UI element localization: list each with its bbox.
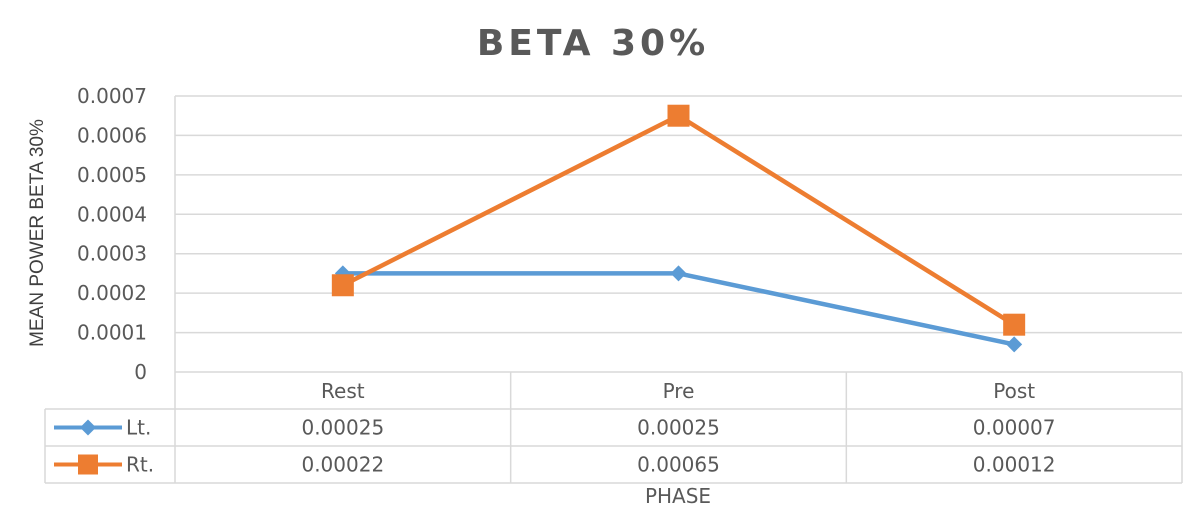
data-table-value: 0.00012 bbox=[973, 453, 1056, 477]
category-label: Rest bbox=[321, 379, 365, 403]
y-tick-label: 0.0007 bbox=[77, 84, 147, 108]
legend-key-marker bbox=[78, 454, 98, 475]
data-point bbox=[670, 265, 687, 282]
data-point bbox=[1003, 313, 1026, 336]
y-tick-label: 0.0005 bbox=[77, 163, 147, 187]
y-tick-label: 0.0002 bbox=[77, 281, 147, 305]
data-table-value: 0.00025 bbox=[637, 416, 720, 440]
data-table: Rest Pre Post Lt. 0.00025 0.00025 0.00007 Rt. 0.… bbox=[44, 371, 1183, 484]
data-table-value: 0.00065 bbox=[637, 453, 720, 477]
y-tick-label: 0.0006 bbox=[77, 123, 147, 147]
y-tick-label: 0 bbox=[134, 360, 147, 384]
data-table-value: 0.00007 bbox=[973, 416, 1056, 440]
data-point bbox=[331, 274, 354, 297]
series-line bbox=[342, 271, 1015, 347]
data-point bbox=[667, 104, 690, 127]
plot-series bbox=[331, 104, 1026, 353]
y-axis-label: MEAN POWER BETA 30% bbox=[27, 119, 48, 347]
chart-title: BETA 30% bbox=[477, 23, 709, 64]
legend-key-marker bbox=[80, 419, 96, 436]
data-table-value: 0.00022 bbox=[301, 453, 384, 477]
data-point bbox=[1006, 336, 1023, 353]
data-table-value: 0.00025 bbox=[301, 416, 384, 440]
x-axis-label: PHASE bbox=[645, 484, 711, 508]
y-tick-label: 0.0004 bbox=[77, 202, 147, 226]
legend-entry-label: Lt. bbox=[126, 416, 151, 440]
y-tick-label: 0.0001 bbox=[77, 321, 147, 345]
gridlines bbox=[174, 95, 1182, 372]
category-label: Pre bbox=[663, 379, 695, 403]
category-label: Post bbox=[993, 379, 1035, 403]
y-tick-label: 0.0003 bbox=[77, 242, 147, 266]
legend-entry-label: Rt. bbox=[126, 453, 154, 477]
y-axis-ticks: 0 0.0001 0.0002 0.0003 0.0004 0.0005 0.0006 0.0… bbox=[77, 84, 147, 384]
